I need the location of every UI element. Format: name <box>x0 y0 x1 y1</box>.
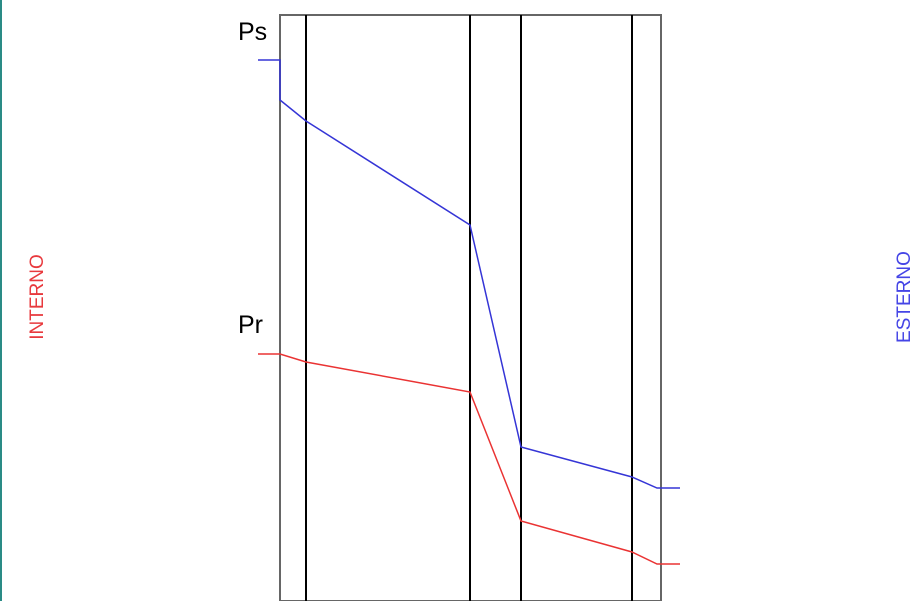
real-pressure-label: Pr <box>238 311 263 339</box>
exterior-side-label: ESTERNO <box>894 251 915 343</box>
saturation-pressure-label: Ps <box>238 18 268 46</box>
saturation-pressure-curve <box>258 59 680 489</box>
interior-side-label: INTERNO <box>27 254 48 340</box>
real-pressure-curve <box>258 353 680 565</box>
